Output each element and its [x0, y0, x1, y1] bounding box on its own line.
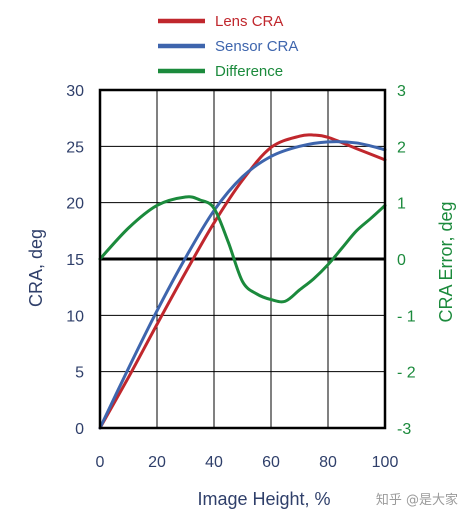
series-layer [98, 133, 387, 430]
x-axis-ticks: 0 20 40 60 80 100 [96, 454, 399, 471]
left-tick-label: 10 [66, 308, 84, 325]
series-line-sensor-cra [98, 140, 387, 430]
legend: Lens CRA Sensor CRA Difference [158, 13, 298, 80]
plot-frame [98, 88, 387, 430]
legend-label-sensor-cra: Sensor CRA [215, 38, 298, 55]
x-axis-label: Image Height, % [197, 489, 330, 509]
right-tick-label: - 2 [397, 365, 416, 382]
right-tick-label: 3 [397, 83, 406, 100]
right-axis-label: CRA Error, deg [436, 201, 456, 322]
right-tick-label: - 1 [397, 308, 416, 325]
series-line-lens-cra [98, 133, 387, 430]
left-tick-label: 30 [66, 83, 84, 100]
x-tick-label: 80 [319, 454, 337, 471]
x-tick-label: 60 [262, 454, 280, 471]
right-axis-ticks: -3 - 2 - 1 0 1 2 3 [397, 83, 416, 438]
left-axis-label: CRA, deg [26, 229, 46, 307]
left-tick-label: 25 [66, 139, 84, 156]
left-axis-ticks: 0 5 10 15 20 25 30 [66, 83, 84, 438]
legend-label-difference: Difference [215, 63, 283, 80]
right-tick-label: 1 [397, 196, 406, 213]
right-tick-label: -3 [397, 421, 411, 438]
series-line-difference [98, 195, 387, 304]
left-tick-label: 20 [66, 196, 84, 213]
legend-label-lens-cra: Lens CRA [215, 13, 283, 30]
x-tick-label: 20 [148, 454, 166, 471]
left-tick-label: 5 [75, 365, 84, 382]
left-tick-label: 0 [75, 421, 84, 438]
left-tick-label: 15 [66, 252, 84, 269]
right-tick-label: 0 [397, 252, 406, 269]
x-tick-label: 100 [372, 454, 399, 471]
x-tick-label: 40 [205, 454, 223, 471]
x-tick-label: 0 [96, 454, 105, 471]
right-tick-label: 2 [397, 139, 406, 156]
watermark: 知乎 @是大家 [375, 493, 458, 508]
